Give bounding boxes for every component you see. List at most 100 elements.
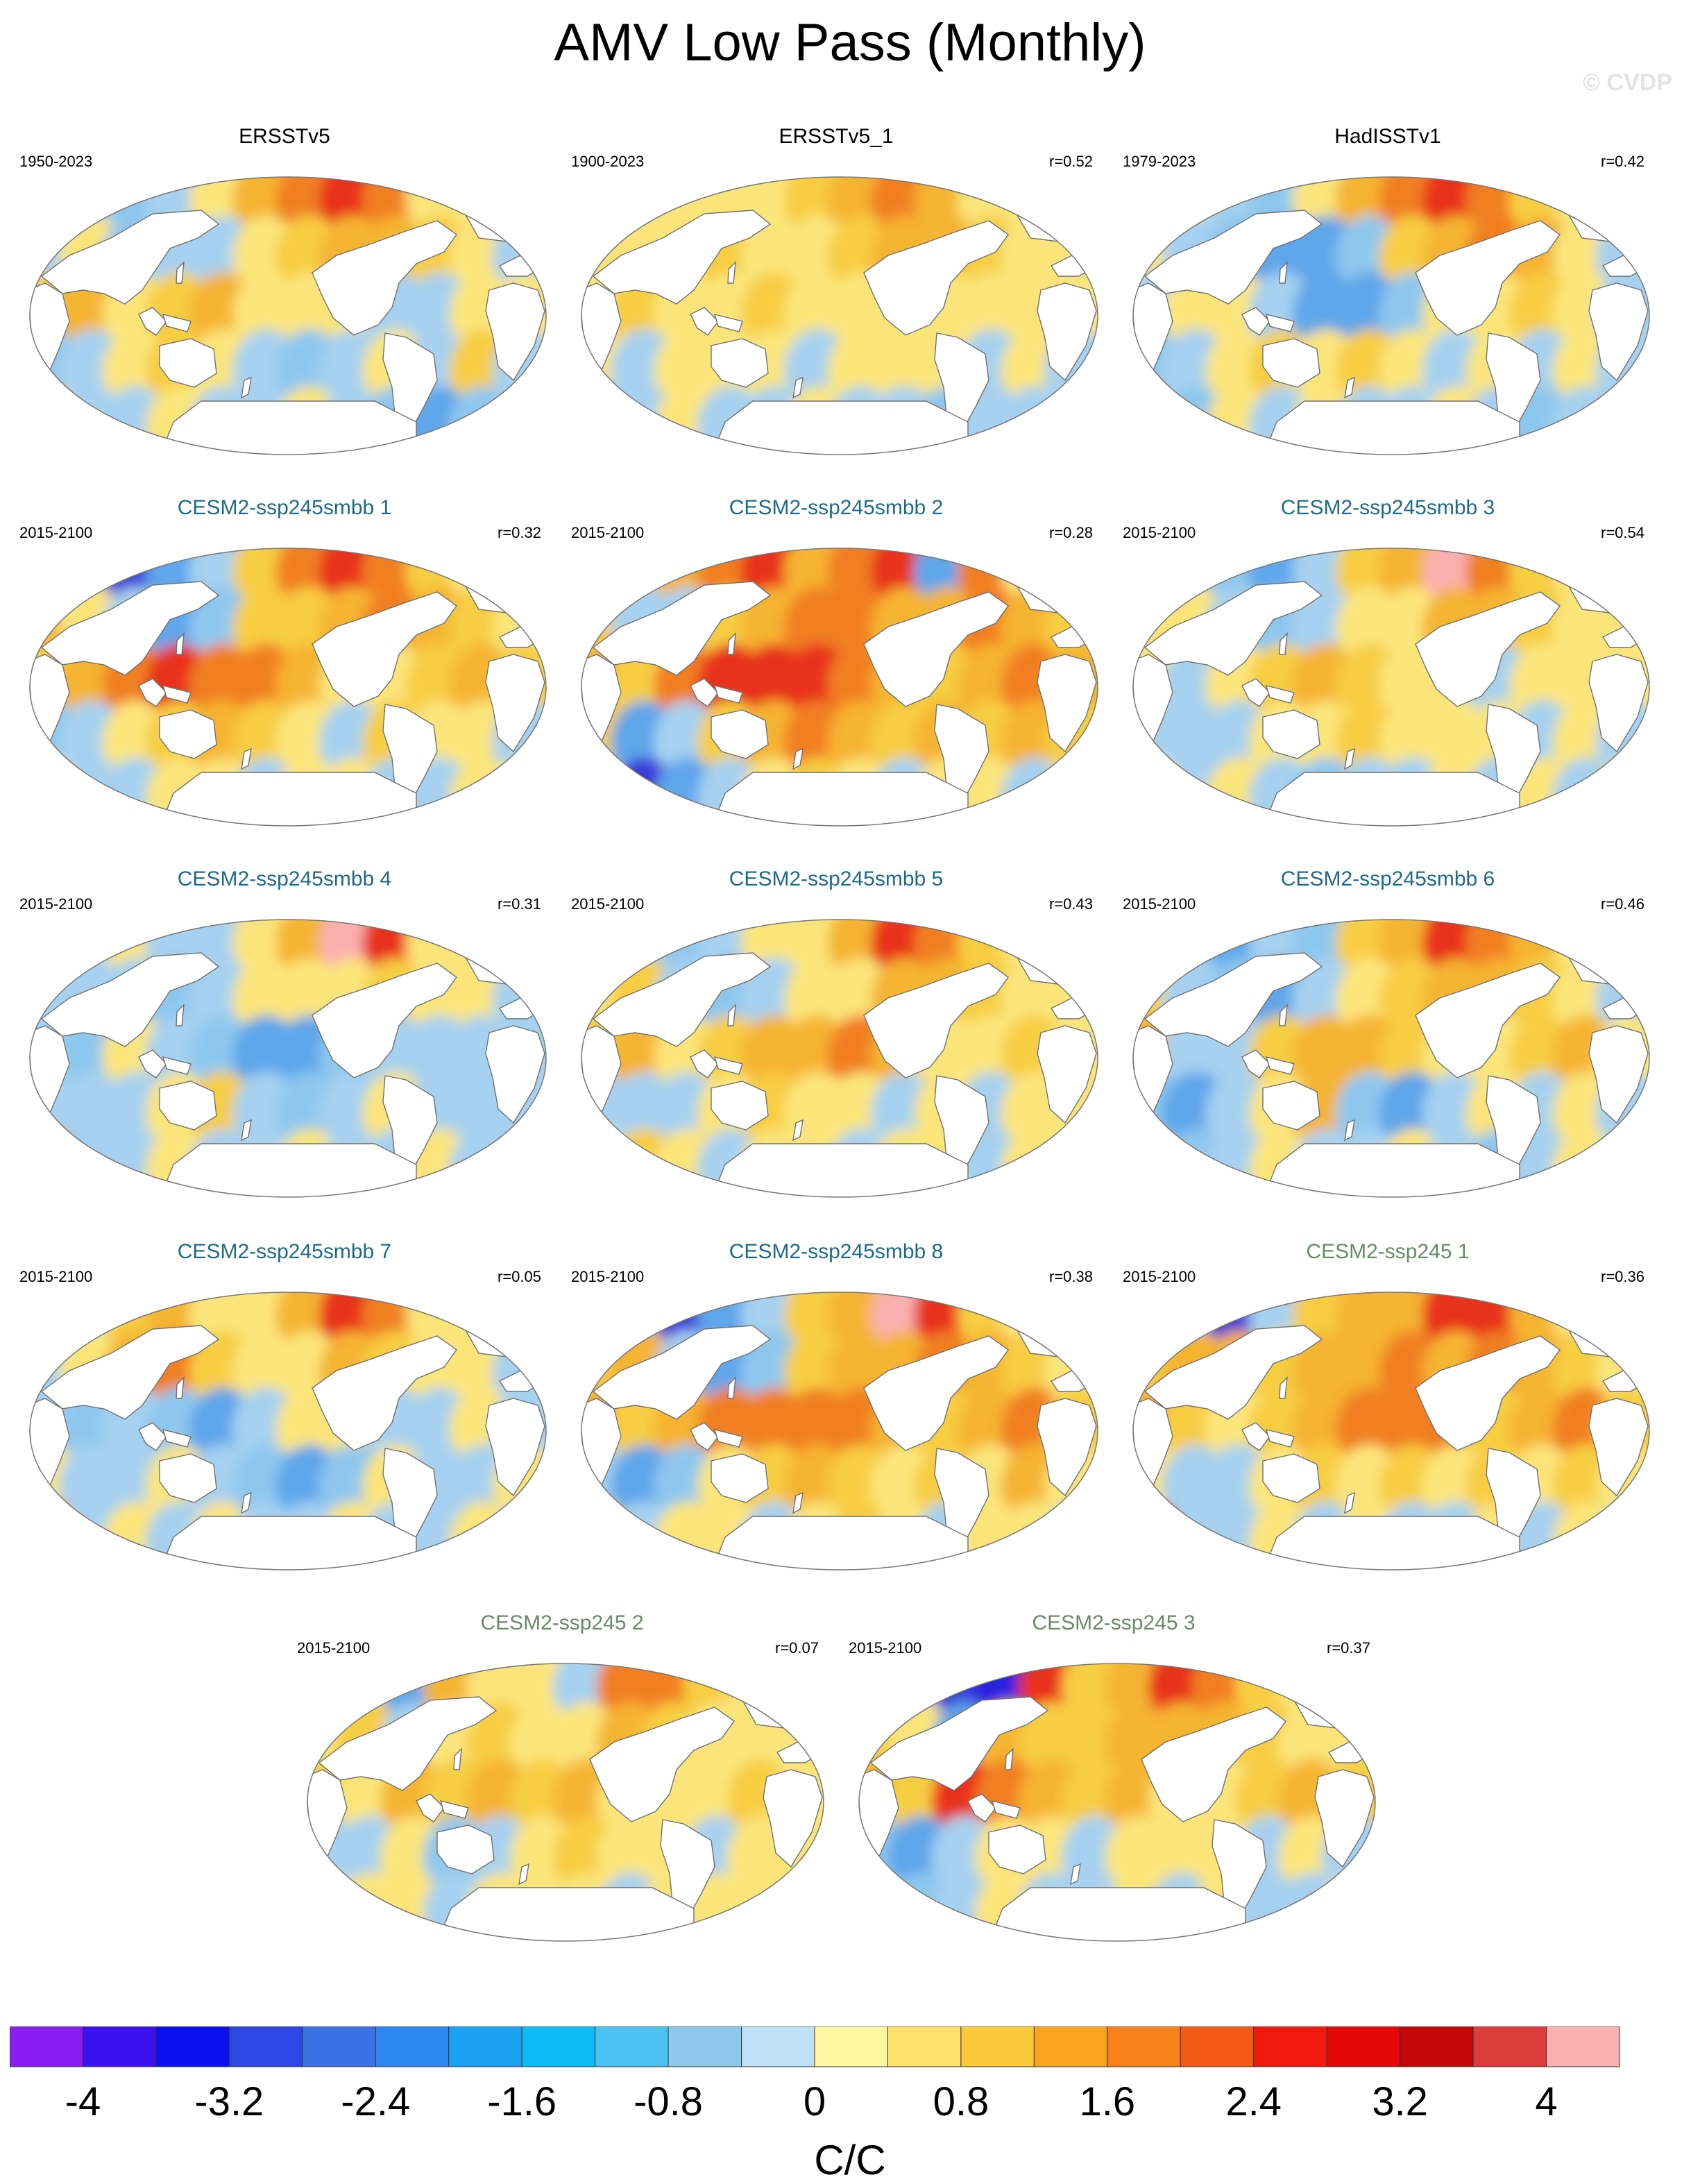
- map-outline: [581, 919, 1098, 1198]
- land-mass: [1261, 1516, 1520, 1570]
- colorbar-swatch: [1033, 2026, 1108, 2067]
- sst-cell: [1596, 548, 1649, 614]
- map-panel-hadisstv1: HadISSTv1 1979-2023 r=0.42: [1117, 125, 1658, 458]
- sst-cell: [581, 1128, 635, 1197]
- land-mass: [690, 307, 719, 336]
- sst-cell: [30, 548, 83, 614]
- land-mass: [710, 1516, 969, 1570]
- land-mass: [439, 1800, 469, 1819]
- land-mass: [1241, 1049, 1270, 1078]
- panel-correlation: r=0.36: [1601, 1268, 1644, 1285]
- land-mass: [453, 1747, 462, 1770]
- land-mass: [162, 685, 192, 704]
- panel-correlation: r=0.42: [1601, 153, 1644, 170]
- land-mass: [485, 1398, 545, 1497]
- continents: [859, 1689, 1375, 1941]
- panel-title: CESM2-ssp245smbb 8: [729, 1240, 944, 1263]
- land-mass: [711, 338, 769, 388]
- land-mass: [710, 400, 969, 455]
- land-mass: [176, 1376, 185, 1399]
- colorbar-tick-label: 0: [804, 2079, 826, 2124]
- map-panel-cesm2-ssp245smbb-7: CESM2-ssp245smbb 7 2015-2100 r=0.05: [14, 1240, 555, 1573]
- land-mass: [1037, 1025, 1097, 1124]
- continents: [1133, 1318, 1649, 1570]
- land-mass: [1265, 685, 1295, 704]
- colorbar-swatch: [1253, 2026, 1327, 2067]
- colorbar-swatch: [521, 2026, 596, 2067]
- panel-title: CESM2-ssp245smbb 7: [177, 1240, 392, 1263]
- land-mass: [1144, 581, 1323, 676]
- colorbar-swatch: [375, 2026, 450, 2067]
- colorbar-tick-label: -4: [65, 2079, 101, 2124]
- panel-title: CESM2-ssp245 1: [1306, 1240, 1470, 1263]
- sst-cell: [1133, 1128, 1187, 1197]
- panel-period: 1950-2023: [19, 153, 93, 170]
- sst-cell: [493, 548, 546, 614]
- sst-cell: [30, 1292, 83, 1358]
- panel-period: 2015-2100: [571, 1268, 645, 1285]
- land-mass: [138, 678, 167, 707]
- sst-cell: [493, 920, 546, 985]
- panel-correlation: r=0.32: [498, 524, 541, 541]
- land-mass: [159, 1453, 217, 1503]
- sst-cell: [30, 386, 83, 455]
- land-mass: [176, 261, 185, 284]
- panel-period: 2015-2100: [19, 895, 93, 913]
- sst-cell: [1044, 1128, 1098, 1197]
- sst-cell: [30, 1501, 83, 1570]
- panel-title: CESM2-ssp245 2: [480, 1611, 644, 1634]
- map-panel-cesm2-ssp245-1: CESM2-ssp245 1 2015-2100 r=0.36: [1117, 1240, 1658, 1573]
- sst-cell: [859, 1664, 912, 1729]
- land-mass: [1415, 963, 1561, 1078]
- land-mass: [713, 1056, 743, 1075]
- land-mass: [1344, 1491, 1355, 1514]
- land-mass: [1344, 747, 1355, 770]
- land-mass: [1037, 1398, 1097, 1497]
- land-mass: [312, 1335, 457, 1451]
- panel-title: CESM2-ssp245smbb 6: [1280, 867, 1495, 890]
- map-panel-cesm2-ssp245smbb-2: CESM2-ssp245smbb 2 2015-2100 r=0.28: [566, 496, 1107, 829]
- colorbar-swatch: [960, 2026, 1035, 2067]
- panel-title: ERSSTv5: [239, 125, 330, 148]
- continents: [30, 574, 546, 826]
- sst-cell: [1133, 177, 1187, 243]
- land-mass: [40, 581, 220, 676]
- sst-cell: [1596, 386, 1649, 455]
- land-mass: [1261, 772, 1520, 826]
- figure-title: AMV Low Pass (Monthly): [554, 13, 1146, 72]
- land-mass: [1262, 1453, 1320, 1503]
- land-mass: [1265, 314, 1295, 332]
- sst-cell: [581, 1292, 635, 1358]
- panel-period: 2015-2100: [849, 1639, 922, 1657]
- land-mass: [1314, 1769, 1375, 1868]
- sst-cell: [1133, 386, 1187, 455]
- sst-cell: [1133, 548, 1187, 614]
- sst-map: [1132, 1292, 1650, 1571]
- land-mass: [690, 1422, 719, 1451]
- panel-title: CESM2-ssp245smbb 1: [177, 496, 392, 519]
- map-outline: [29, 176, 547, 455]
- map-outline: [29, 919, 547, 1198]
- land-mass: [40, 1325, 220, 1420]
- land-mass: [792, 747, 804, 770]
- land-mass: [792, 376, 804, 399]
- map-outline: [581, 176, 1098, 455]
- sst-cell: [493, 177, 546, 243]
- map-outline: [1132, 176, 1650, 455]
- map-panel-cesm2-ssp245smbb-5: CESM2-ssp245smbb 5 2015-2100 r=0.43: [566, 867, 1107, 1201]
- map-panel-cesm2-ssp245-2: CESM2-ssp245 2 2015-2100 r=0.07: [291, 1611, 833, 1945]
- land-mass: [40, 952, 220, 1047]
- land-mass: [592, 1325, 772, 1420]
- colorbar-tick-label: 0.8: [933, 2079, 989, 2124]
- sst-map: [29, 176, 547, 455]
- sst-map: [581, 919, 1098, 1198]
- sst-cell: [1596, 177, 1649, 243]
- land-mass: [1037, 282, 1097, 382]
- sst-cell: [1322, 1664, 1375, 1729]
- colorbar-tick-label: 4: [1535, 2079, 1557, 2124]
- panel-correlation: r=0.54: [1601, 524, 1644, 541]
- map-outline: [1132, 548, 1650, 827]
- map-outline: [581, 548, 1098, 827]
- land-mass: [1588, 282, 1649, 382]
- land-mass: [727, 261, 736, 284]
